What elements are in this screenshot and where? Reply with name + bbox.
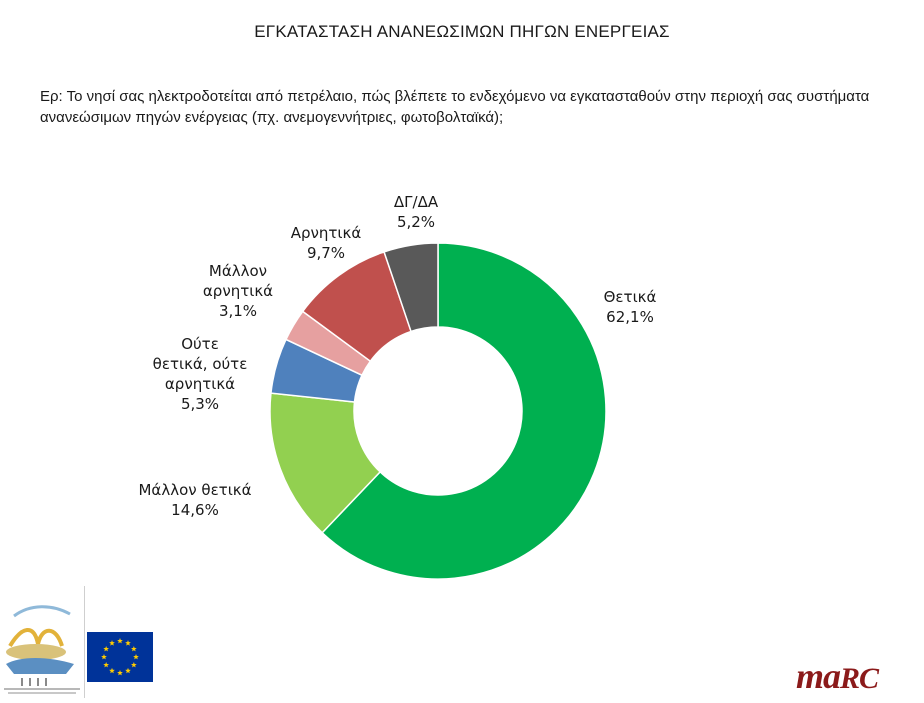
eu-star-icon xyxy=(125,640,131,646)
marc-logo: maRC xyxy=(796,656,879,696)
eu-star-icon xyxy=(109,667,115,674)
eu-star-icon xyxy=(109,640,115,646)
eu-star-icon xyxy=(103,662,109,668)
slice-label-6: ΔΓ/ΔΑ 5,2% xyxy=(394,193,439,231)
eu-star-icon xyxy=(131,662,137,668)
eu-star-icon xyxy=(103,646,109,652)
page-title: ΕΓΚΑΤΑΣΤΑΣΗ ΑΝΑΝΕΩΣΙΜΩΝ ΠΗΓΩΝ ΕΝΕΡΓΕΙΑΣ xyxy=(254,22,670,41)
eu-star-icon xyxy=(125,667,131,674)
eu-star-icon xyxy=(117,638,123,644)
donut-slice-6 xyxy=(383,242,439,333)
slice-label-5: Αρνητικά 9,7% xyxy=(291,224,362,262)
eu-star-icon xyxy=(117,670,123,676)
eu-flag-icon xyxy=(87,632,153,682)
slice-label-4: Μάλλον αρνητικά 3,1% xyxy=(203,262,273,320)
eu-star-icon xyxy=(133,654,139,660)
survey-question: Ερ: Το νησί σας ηλεκτροδοτείται από πετρ… xyxy=(40,88,870,126)
slice-label-3: Ούτε θετικά, ούτε αρνητικά 5,3% xyxy=(153,335,248,413)
donut-slice-1 xyxy=(321,242,607,580)
slice-label-2: Μάλλον θετικά 14,6% xyxy=(138,481,251,519)
eu-star-icon xyxy=(101,654,107,660)
eu-star-icon xyxy=(131,646,137,652)
lilo-logo-icon xyxy=(4,605,80,694)
slice-label-1: Θετικά 62,1% xyxy=(604,288,657,326)
project-logo xyxy=(0,586,85,698)
